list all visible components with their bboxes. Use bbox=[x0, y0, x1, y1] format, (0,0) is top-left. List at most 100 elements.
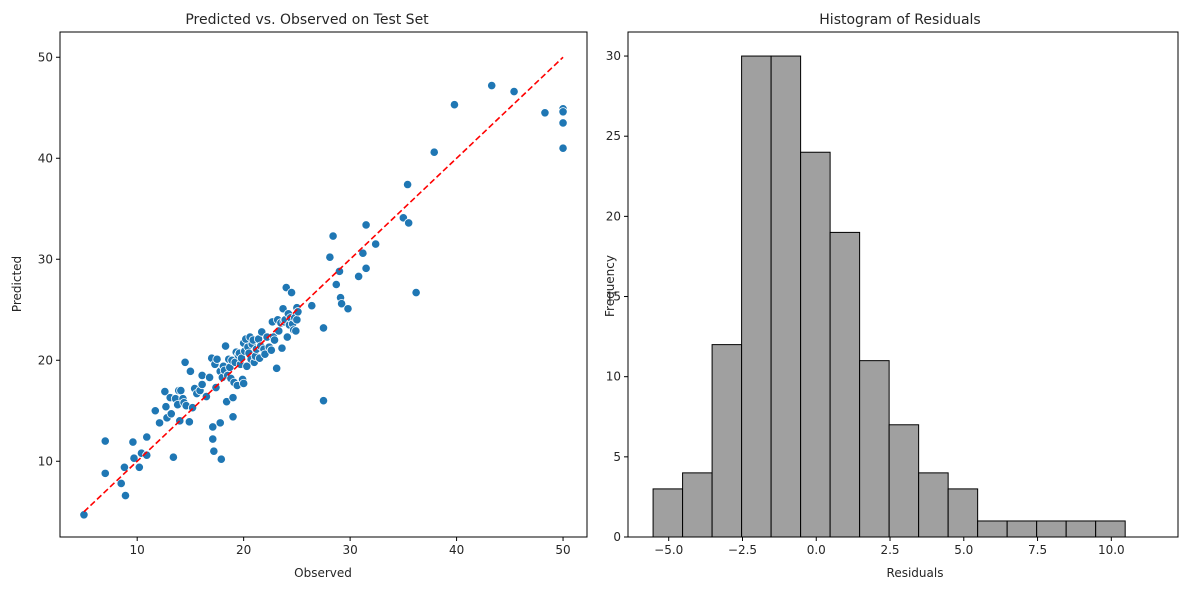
scatter-point bbox=[277, 343, 287, 353]
scatter-xtick-label: 10 bbox=[130, 543, 145, 557]
histogram-bar bbox=[1036, 520, 1067, 538]
scatter-point bbox=[343, 304, 353, 314]
histogram-bar bbox=[682, 472, 713, 538]
histogram-xtick-label: −5.0 bbox=[654, 543, 683, 557]
scatter-point bbox=[274, 326, 284, 336]
scatter-ytick-label: 10 bbox=[38, 454, 53, 468]
scatter-point bbox=[325, 252, 335, 262]
scatter-xlabel: Observed bbox=[294, 566, 352, 580]
scatter-point bbox=[134, 462, 144, 472]
scatter-point bbox=[142, 432, 152, 442]
scatter-point bbox=[160, 386, 170, 397]
scatter-point bbox=[180, 357, 190, 367]
histogram-marks bbox=[652, 55, 1126, 538]
scatter-point bbox=[212, 354, 222, 364]
scatter-point bbox=[282, 332, 292, 342]
scatter-point bbox=[228, 393, 238, 403]
histogram-xlabel: Residuals bbox=[887, 566, 944, 580]
scatter-point bbox=[168, 452, 178, 462]
scatter-point bbox=[204, 372, 215, 383]
histogram-bar bbox=[770, 55, 802, 538]
scatter-point bbox=[361, 220, 371, 230]
scatter-point bbox=[558, 143, 568, 153]
reference-line bbox=[83, 56, 564, 513]
scatter-point bbox=[318, 396, 329, 406]
scatter-point bbox=[116, 478, 126, 489]
histogram-xtick-label: 7.5 bbox=[1028, 543, 1047, 557]
scatter-point bbox=[307, 301, 317, 311]
histogram-xtick-label: 2.5 bbox=[880, 543, 899, 557]
histogram-ticks: −5.0 −2.5 0.0 2.5 5.0 7.5 10.0 0 5 10 15 20 25 30 bbox=[606, 49, 1125, 557]
scatter-point bbox=[411, 287, 421, 298]
histogram-ytick-label: 20 bbox=[606, 209, 621, 223]
histogram-bar bbox=[1065, 520, 1097, 538]
histogram-ylabel: Frequency bbox=[603, 255, 617, 317]
scatter-point bbox=[291, 326, 301, 336]
scatter-point bbox=[176, 385, 186, 396]
histogram-bar bbox=[977, 520, 1008, 538]
histogram-bar bbox=[800, 151, 831, 538]
scatter-point bbox=[334, 266, 345, 276]
scatter-point bbox=[220, 341, 231, 351]
histogram-bar bbox=[859, 360, 890, 538]
scatter-point bbox=[184, 417, 194, 427]
scatter-point bbox=[242, 361, 252, 371]
scatter-xtick-label: 20 bbox=[236, 543, 251, 557]
histogram-bar bbox=[947, 488, 979, 538]
histogram-ytick-label: 25 bbox=[606, 129, 621, 143]
scatter-point bbox=[215, 418, 225, 428]
scatter-point bbox=[404, 218, 414, 228]
histogram-xtick-label: 10.0 bbox=[1098, 543, 1125, 557]
scatter-point bbox=[509, 86, 519, 97]
histogram-xtick-label: 5.0 bbox=[954, 543, 973, 557]
histogram-xtick-label: −2.5 bbox=[728, 543, 757, 557]
scatter-point bbox=[487, 80, 497, 91]
histogram-bar bbox=[918, 472, 949, 538]
scatter-frame bbox=[59, 31, 588, 538]
histogram-bar bbox=[1095, 520, 1126, 538]
scatter-point bbox=[119, 462, 130, 472]
scatter-point bbox=[558, 118, 568, 128]
scatter-point bbox=[228, 412, 238, 422]
scatter-ytick-label: 50 bbox=[38, 50, 53, 64]
scatter-point bbox=[161, 402, 171, 412]
histogram-bar bbox=[1006, 520, 1038, 538]
histogram-bar bbox=[741, 55, 772, 538]
histogram-xtick-label: 0.0 bbox=[807, 543, 826, 557]
scatter-title: Predicted vs. Observed on Test Set bbox=[185, 12, 429, 28]
scatter-point bbox=[266, 345, 276, 355]
scatter-point bbox=[208, 434, 218, 444]
scatter-xtick-label: 30 bbox=[342, 543, 357, 557]
scatter-point bbox=[318, 323, 329, 333]
scatter-ytick-label: 30 bbox=[38, 252, 53, 266]
scatter-point bbox=[216, 454, 226, 464]
scatter-point bbox=[449, 100, 460, 110]
histogram-frame bbox=[627, 31, 1179, 538]
scatter-point bbox=[100, 468, 110, 478]
scatter-point bbox=[154, 418, 165, 428]
scatter-point bbox=[429, 147, 439, 157]
scatter-point bbox=[150, 406, 160, 416]
scatter-point bbox=[208, 422, 218, 432]
scatter-point bbox=[361, 263, 371, 273]
scatter-point bbox=[129, 453, 139, 463]
scatter-point bbox=[269, 335, 280, 345]
scatter-xtick-label: 40 bbox=[449, 543, 464, 557]
scatter-point bbox=[79, 510, 89, 520]
scatter-point bbox=[197, 379, 207, 390]
histogram-ytick-label: 15 bbox=[606, 290, 621, 304]
scatter-point bbox=[286, 287, 297, 298]
scatter-point bbox=[239, 378, 249, 389]
scatter-point bbox=[540, 108, 550, 118]
histogram-bar bbox=[652, 488, 684, 538]
scatter-point bbox=[403, 179, 413, 190]
scatter-point bbox=[120, 490, 131, 501]
histogram-bar bbox=[829, 231, 861, 538]
scatter-point bbox=[358, 248, 368, 258]
scatter-point bbox=[354, 271, 364, 282]
scatter-ylabel: Predicted bbox=[10, 256, 24, 312]
scatter-point bbox=[272, 363, 282, 373]
scatter-point bbox=[100, 436, 110, 446]
scatter-point bbox=[558, 107, 568, 117]
scatter-point bbox=[292, 315, 302, 325]
